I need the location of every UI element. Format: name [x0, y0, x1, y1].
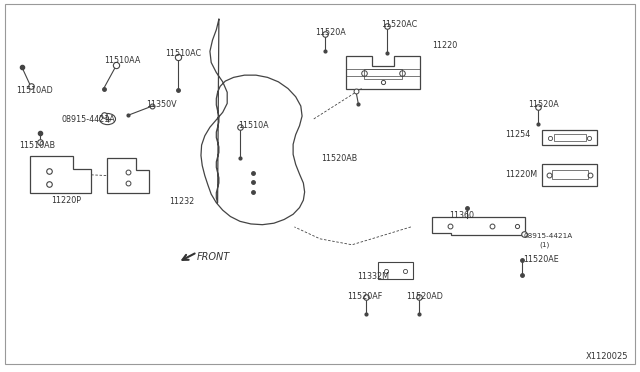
Text: 11510AC: 11510AC	[165, 49, 201, 58]
Text: 11220M: 11220M	[506, 170, 538, 179]
Text: 08915-4421A: 08915-4421A	[524, 233, 573, 239]
Text: X1120025: X1120025	[586, 352, 628, 361]
Text: 11520AC: 11520AC	[381, 20, 417, 29]
Text: 11520AF: 11520AF	[347, 292, 382, 301]
Text: 11254: 11254	[506, 130, 531, 139]
Bar	[552, 170, 588, 179]
Text: 11220: 11220	[432, 41, 457, 50]
Text: 11232: 11232	[170, 197, 195, 206]
Text: 11220P: 11220P	[51, 196, 81, 205]
Text: 11520AD: 11520AD	[406, 292, 444, 301]
Text: 11510AB: 11510AB	[19, 141, 55, 150]
Text: FRONT: FRONT	[197, 252, 230, 262]
Text: 11510AD: 11510AD	[16, 86, 52, 94]
Text: (1): (1)	[539, 241, 549, 248]
Text: 11520AE: 11520AE	[524, 255, 559, 264]
Text: 11350V: 11350V	[146, 100, 177, 109]
Text: 11520AB: 11520AB	[321, 154, 358, 163]
Text: 11332M: 11332M	[357, 272, 389, 280]
Text: 11520A: 11520A	[315, 28, 346, 37]
Text: 11360: 11360	[449, 211, 474, 219]
Text: 11510AA: 11510AA	[104, 56, 140, 65]
Text: 11520A: 11520A	[528, 100, 559, 109]
Text: 11510A: 11510A	[238, 121, 269, 130]
Text: 08915-4421A: 08915-4421A	[61, 115, 115, 124]
Bar	[364, 69, 402, 79]
Bar	[554, 134, 586, 141]
